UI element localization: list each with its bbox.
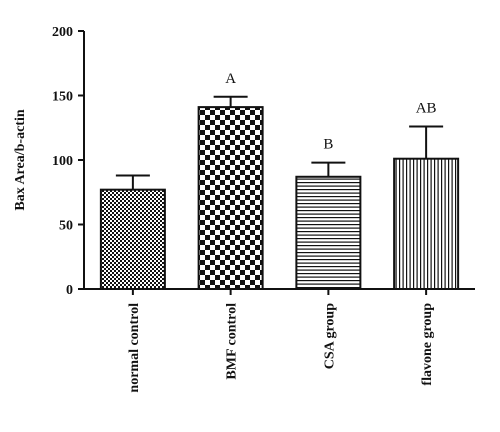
x-tick-label: normal control [127, 303, 142, 393]
y-tick-label: 200 [52, 25, 73, 40]
significance-label: A [225, 71, 236, 87]
bars [99, 106, 460, 291]
y-tick-label: 0 [66, 283, 73, 298]
y-tick-label: 50 [59, 219, 73, 234]
error-bars [115, 95, 444, 190]
bar-flavone-group [393, 157, 460, 290]
significance-label: AB [416, 100, 437, 116]
y-axis: 0 50 100 150 200 [52, 25, 85, 298]
bar-CSA-group [295, 175, 362, 291]
x-tick-label: flavone group [420, 303, 435, 386]
bar-normal-control [99, 188, 166, 290]
x-tick-label: BMF control [225, 303, 240, 380]
x-tick-label: CSA group [322, 303, 337, 369]
y-tick-label: 100 [52, 154, 73, 169]
bar-BMF-control [197, 106, 264, 290]
y-tick-label: 150 [52, 90, 73, 105]
x-axis: normal control BMF control CSA group flavon… [84, 288, 475, 393]
y-axis-title: Bax Area/b-actin [13, 109, 28, 210]
significance-label: B [323, 137, 333, 153]
